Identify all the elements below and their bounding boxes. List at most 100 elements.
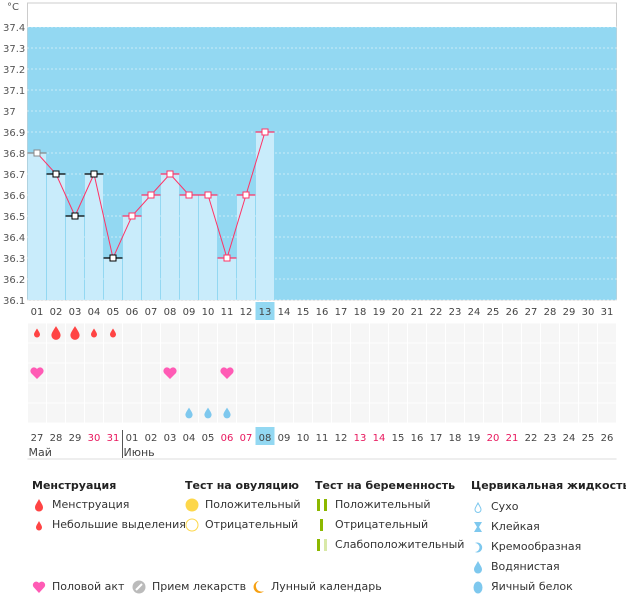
legend-item: Небольшие выделения [32, 518, 186, 532]
grid-cell [427, 343, 445, 363]
grid-cell [218, 383, 236, 403]
grid-cell [161, 403, 179, 423]
moon-icon [253, 581, 264, 593]
grid-cell [256, 403, 274, 423]
grid-cell [503, 343, 521, 363]
grid-cell [332, 403, 350, 423]
heart-icon [163, 367, 177, 379]
cycle-day-label: 19 [373, 307, 386, 318]
grid-cell [484, 383, 502, 403]
cycle-day-label: 18 [354, 307, 367, 318]
grid-cell [332, 363, 350, 383]
grid-cell [142, 343, 160, 363]
cycle-day-label: 23 [449, 307, 462, 318]
grid-cell [294, 323, 312, 343]
grid-cell [560, 323, 578, 343]
grid-cell [465, 403, 483, 423]
grid-cell [161, 383, 179, 403]
date-label: 22 [525, 433, 538, 444]
y-tick-label: 37.2 [3, 65, 25, 76]
grid-cell [275, 343, 293, 363]
legend-item: Отрицательный [185, 518, 298, 532]
temp-marker [90, 170, 98, 178]
date-label: 10 [297, 433, 310, 444]
grid-cell [560, 363, 578, 383]
grid-cell [408, 383, 426, 403]
grid-cell [142, 323, 160, 343]
bbt-chart: °C 36.1 36.2 36.3 36.4 36.5 36.6 36.7 36.8 36.9 37… [3, 2, 617, 460]
grid-cell [47, 403, 65, 423]
pill-icon [132, 580, 146, 594]
grid-cell [541, 343, 559, 363]
grid-cell [541, 383, 559, 403]
cycle-day-label: 12 [240, 307, 253, 318]
grid-cell [427, 403, 445, 423]
current-day-highlight [255, 302, 275, 320]
grid-cell [389, 363, 407, 383]
grid-cell [313, 323, 331, 343]
spotting-drop-icon [91, 328, 98, 338]
cycle-day-label: 29 [563, 307, 576, 318]
y-tick-label: 36.7 [3, 170, 25, 181]
grid-cell [370, 383, 388, 403]
grid-cell [123, 403, 141, 423]
temp-marker [185, 191, 193, 199]
cycle-day-label: 30 [582, 307, 595, 318]
date-label: 16 [411, 433, 424, 444]
dry-icon [474, 501, 482, 513]
cycle-day-label: 10 [202, 307, 215, 318]
legend-label: Менструация [52, 498, 130, 511]
grid-cell [237, 343, 255, 363]
legend-label: Половой акт [52, 580, 125, 593]
grid-cell [142, 383, 160, 403]
legend-item: Прием лекарств [132, 580, 246, 594]
grid-cell [47, 383, 65, 403]
grid-cell [142, 363, 160, 383]
grid-cell [598, 323, 616, 343]
small-drop-icon [36, 521, 42, 531]
grid-cell [66, 383, 84, 403]
grid-cell [370, 363, 388, 383]
temp-bar [66, 216, 84, 300]
date-label: 30 [88, 433, 101, 444]
date-label: 15 [392, 433, 405, 444]
y-tick-label: 36.1 [3, 296, 25, 307]
grid-cell [28, 343, 46, 363]
grid-cell [427, 323, 445, 343]
today-highlight [255, 427, 275, 445]
grid-cell [484, 363, 502, 383]
grid-cell [408, 363, 426, 383]
grid-cell [218, 343, 236, 363]
grid-cell [427, 363, 445, 383]
heart-icon [220, 367, 234, 379]
grid-cell [541, 403, 559, 423]
date-label: 23 [544, 433, 557, 444]
grid-cell [370, 323, 388, 343]
grid-cell [351, 383, 369, 403]
temp-marker [52, 170, 60, 178]
legend-item: Половой акт [32, 580, 124, 594]
legend-item: Клейкая [471, 520, 540, 534]
grid-cell [446, 343, 464, 363]
grid-cell [598, 383, 616, 403]
date-label: 05 [202, 433, 215, 444]
egg-white-icon [473, 581, 483, 594]
spotting-drop-icon [34, 328, 40, 338]
grid-cell [47, 343, 65, 363]
grid-cell [351, 363, 369, 383]
grid-cell [256, 363, 274, 383]
grid-cell [598, 363, 616, 383]
y-tick-label: 37.4 [3, 23, 25, 34]
grid-cell [484, 343, 502, 363]
grid-cell [446, 363, 464, 383]
cycle-day-label: 13 [259, 307, 272, 318]
grid-cell [275, 323, 293, 343]
grid-cell [199, 383, 217, 403]
date-label: 17 [430, 433, 443, 444]
grid-cell [123, 383, 141, 403]
date-label: 01 [126, 433, 139, 444]
one-line-icon [320, 519, 323, 531]
legend-item: Положительный [315, 498, 431, 512]
grid-cell [522, 363, 540, 383]
grid-cell [123, 323, 141, 343]
